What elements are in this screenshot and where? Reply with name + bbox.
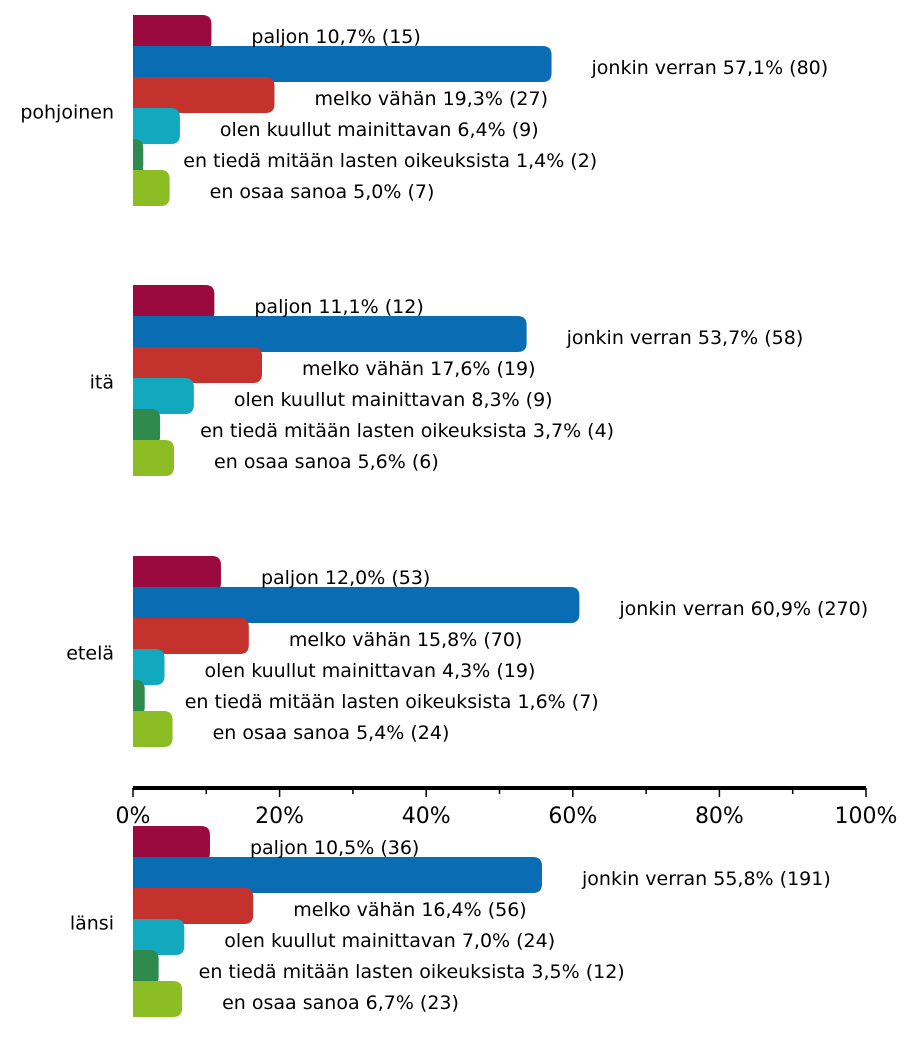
data-label: paljon 10,5% (36) xyxy=(250,837,419,859)
tick-label: 40% xyxy=(402,804,451,829)
bar xyxy=(133,440,175,476)
data-label: en osaa sanoa 5,4% (24) xyxy=(213,722,450,744)
group-label: etelä xyxy=(66,643,114,665)
bar xyxy=(133,950,159,986)
x-axis: 0% 20% 40% 60% 80% 100% xyxy=(116,786,898,829)
bar xyxy=(133,680,145,716)
data-label: paljon 12,0% (53) xyxy=(261,567,430,589)
data-label: olen kuullut mainittavan 4,3% (19) xyxy=(205,660,536,682)
bar xyxy=(133,888,254,924)
bar xyxy=(133,77,275,113)
bar xyxy=(133,649,165,685)
bars-layer xyxy=(133,15,580,1017)
bar xyxy=(133,826,210,862)
data-label: olen kuullut mainittavan 6,4% (9) xyxy=(220,119,539,141)
bar xyxy=(133,347,263,383)
data-label: melko vähän 15,8% (70) xyxy=(289,629,523,651)
tick-label: 0% xyxy=(116,804,151,829)
data-label: olen kuullut mainittavan 8,3% (9) xyxy=(234,389,553,411)
bar xyxy=(133,15,212,51)
bar xyxy=(133,316,527,352)
tick-label: 80% xyxy=(695,804,744,829)
tick-label: 100% xyxy=(835,804,898,829)
bar xyxy=(133,981,183,1017)
bar xyxy=(133,378,194,414)
bar xyxy=(133,711,173,747)
data-label: en osaa sanoa 5,0% (7) xyxy=(210,181,435,203)
data-label: en tiedä mitään lasten oikeuksista 3,7% … xyxy=(200,420,614,442)
group-label: itä xyxy=(90,372,114,394)
data-label: en osaa sanoa 5,6% (6) xyxy=(214,451,439,473)
bar xyxy=(133,857,543,893)
bar xyxy=(133,285,215,321)
data-label: olen kuullut mainittavan 7,0% (24) xyxy=(224,930,555,952)
data-label: en tiedä mitään lasten oikeuksista 3,5% … xyxy=(199,961,625,983)
data-label: melko vähän 17,6% (19) xyxy=(302,358,536,380)
data-label: paljon 10,7% (15) xyxy=(251,26,420,48)
data-label: jonkin verran 53,7% (58) xyxy=(566,327,804,349)
group-label: länsi xyxy=(70,913,114,935)
data-label: en tiedä mitään lasten oikeuksista 1,4% … xyxy=(183,150,597,172)
bar xyxy=(133,46,552,82)
bar xyxy=(133,919,185,955)
data-label: jonkin verran 60,9% (270) xyxy=(618,598,868,620)
bar xyxy=(133,170,170,206)
data-label: en tiedä mitään lasten oikeuksista 1,6% … xyxy=(185,691,599,713)
bar xyxy=(133,108,180,144)
tick-label: 20% xyxy=(255,804,304,829)
bar xyxy=(133,618,249,654)
bar xyxy=(133,409,161,445)
data-label: melko vähän 19,3% (27) xyxy=(314,88,548,110)
bar xyxy=(133,139,144,175)
bar xyxy=(133,556,221,592)
data-label: jonkin verran 57,1% (80) xyxy=(591,57,829,79)
group-label: pohjoinen xyxy=(20,102,114,124)
tick-label: 60% xyxy=(548,804,597,829)
data-label: paljon 11,1% (12) xyxy=(254,296,423,318)
bar xyxy=(133,587,580,623)
data-label: melko vähän 16,4% (56) xyxy=(293,899,527,921)
data-label: en osaa sanoa 6,7% (23) xyxy=(222,992,459,1014)
data-label: jonkin verran 55,8% (191) xyxy=(581,868,831,890)
labels-layer: pohjoinen paljon 10,7% (15) jonkin verran … xyxy=(20,26,868,1014)
